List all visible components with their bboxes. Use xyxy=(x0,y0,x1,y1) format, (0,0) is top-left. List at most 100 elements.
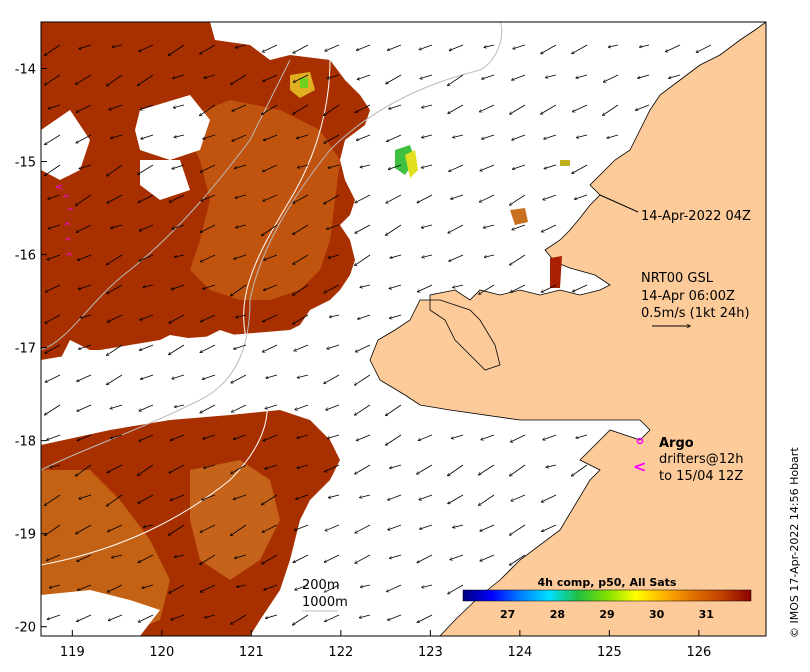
current-vector xyxy=(77,554,92,561)
current-vector xyxy=(293,554,309,562)
current-vector xyxy=(387,134,402,142)
current-vector xyxy=(293,104,309,114)
svg-text:^: ^ xyxy=(64,237,72,248)
current-vector xyxy=(200,44,216,54)
current-vector xyxy=(47,434,61,440)
current-vector xyxy=(360,284,371,287)
current-vector xyxy=(541,104,557,114)
current-vector xyxy=(510,434,526,442)
current-vector xyxy=(45,524,61,536)
current-vector xyxy=(389,284,402,289)
current-vector xyxy=(355,104,371,113)
current-vector xyxy=(139,434,154,441)
current-vector xyxy=(359,614,371,618)
current-vector xyxy=(608,44,619,47)
current-vector xyxy=(264,584,278,590)
current-vector xyxy=(235,164,247,168)
current-vector xyxy=(265,464,278,469)
current-vector xyxy=(510,104,526,114)
current-vector xyxy=(481,434,495,440)
current-vector xyxy=(263,314,278,322)
lat-tick-label: -14 xyxy=(15,63,36,78)
current-vector xyxy=(76,224,92,232)
current-vector xyxy=(77,434,92,440)
current-vector xyxy=(262,104,278,114)
current-vector xyxy=(263,164,278,172)
current-vector xyxy=(448,494,464,504)
current-vector xyxy=(200,104,216,116)
current-vector xyxy=(201,194,216,201)
current-vector xyxy=(169,584,185,593)
current-vector xyxy=(453,524,464,528)
current-vector xyxy=(420,74,433,79)
current-vector xyxy=(204,464,216,468)
current-vector xyxy=(640,44,650,47)
current-vector xyxy=(45,404,61,415)
current-vector xyxy=(482,74,495,79)
current-vector xyxy=(138,614,154,622)
current-vector xyxy=(390,254,402,258)
current-vector xyxy=(512,224,526,230)
current-vector xyxy=(480,554,495,561)
current-vector xyxy=(174,254,185,257)
current-vector xyxy=(448,104,464,113)
current-vector xyxy=(572,164,588,174)
current-vector xyxy=(138,194,154,202)
current-vector xyxy=(262,44,278,52)
current-vector xyxy=(48,104,61,109)
plot-frame xyxy=(40,21,767,637)
current-vector xyxy=(448,224,464,233)
latitude-axis: -14 -15 -16 -17 -18 -19 -20 xyxy=(15,63,47,636)
current-vector xyxy=(200,584,216,592)
current-vector xyxy=(293,284,309,295)
current-vector xyxy=(324,194,340,204)
current-vector xyxy=(202,374,216,379)
current-vector xyxy=(294,524,309,530)
current-vector xyxy=(200,344,216,352)
current-vector xyxy=(173,104,185,108)
current-vector xyxy=(76,134,92,143)
current-vector xyxy=(107,74,123,86)
current-vector xyxy=(355,464,371,474)
current-vector xyxy=(422,584,433,587)
current-vector xyxy=(172,224,185,229)
current-vector xyxy=(45,344,61,353)
current-vector xyxy=(360,494,371,498)
current-vector xyxy=(513,44,526,49)
current-vector xyxy=(480,524,495,531)
current-vector xyxy=(235,44,247,48)
current-vector xyxy=(232,134,247,141)
current-vector xyxy=(233,434,247,439)
current-vector xyxy=(262,554,278,564)
current-vector xyxy=(231,374,247,383)
current-vector xyxy=(45,164,61,176)
current-vector xyxy=(47,254,61,260)
current-vector xyxy=(479,284,495,294)
current-vector xyxy=(297,464,309,468)
current-vector xyxy=(419,494,433,500)
drifters-label-line2: to 15/04 12Z xyxy=(659,469,743,484)
current-vector xyxy=(696,44,712,52)
current-vector xyxy=(390,554,402,558)
current-vector xyxy=(138,164,154,174)
land-kimberley-coast xyxy=(369,22,766,636)
current-vector xyxy=(386,74,402,84)
current-vector xyxy=(77,614,92,621)
current-vector xyxy=(49,584,61,588)
current-vector xyxy=(544,134,557,139)
current-vector xyxy=(355,344,371,352)
current-vector xyxy=(262,344,278,352)
current-vector xyxy=(603,74,619,82)
current-vector xyxy=(573,284,588,292)
current-vector xyxy=(386,434,402,445)
current-vector xyxy=(328,254,340,258)
current-vector xyxy=(205,614,216,618)
current-vector xyxy=(390,464,402,468)
current-vector xyxy=(231,404,247,412)
current-vector xyxy=(231,524,247,536)
current-vector xyxy=(107,194,123,203)
current-vector xyxy=(419,44,433,50)
current-vector xyxy=(541,44,557,54)
current-vector xyxy=(543,434,557,440)
current-vector xyxy=(294,344,309,351)
